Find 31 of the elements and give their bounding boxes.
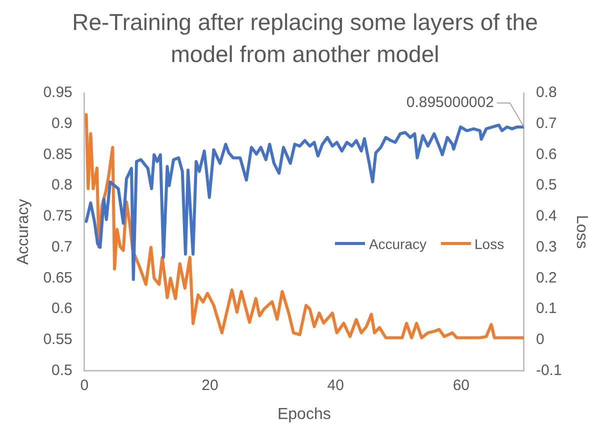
x-tick-label: 40 <box>327 376 344 394</box>
y-tick-label: 0.8 <box>52 176 72 194</box>
y-tick-label: 0.6 <box>52 300 72 318</box>
x-tick-label: 20 <box>202 376 218 394</box>
annotation: 0.895000002 <box>406 94 494 112</box>
y-tick-label: 0.55 <box>43 331 72 348</box>
y-tick-label: 0.65 <box>43 269 72 286</box>
y2-tick-label: 0.6 <box>536 146 557 163</box>
y-axis-title: Accuracy <box>15 199 32 265</box>
y2-tick-label: 0.5 <box>536 176 557 194</box>
x-axis-title: Epochs <box>277 406 331 423</box>
y-tick-label: 0.7 <box>52 238 72 256</box>
y-tick-label: 0.5 <box>52 362 72 379</box>
y2-tick-label: -0.1 <box>536 362 562 379</box>
y2-tick-label: 0.2 <box>536 269 557 286</box>
y2-tick-label: 0.7 <box>536 115 557 132</box>
y-tick-label: 0.95 <box>43 84 72 102</box>
legend-label: Accuracy <box>368 236 427 252</box>
y2-tick-label: 0.3 <box>536 238 557 256</box>
chart-title: Re-Training after replacing some layers of the model from another model <box>71 8 539 69</box>
y-tick-label: 0.9 <box>52 115 72 132</box>
y2-tick-label: 0.1 <box>536 300 557 318</box>
y2-tick-label: 0.8 <box>536 84 557 102</box>
y-tick-label: 0.85 <box>43 146 72 163</box>
legend-label: Loss <box>474 236 504 252</box>
y2-tick-label: 0 <box>536 331 544 348</box>
y2-tick-label: 0.4 <box>536 208 557 225</box>
x-tick-label: 0 <box>80 376 89 394</box>
y2-axis-title: Loss <box>572 215 590 249</box>
y-tick-label: 0.75 <box>43 208 72 225</box>
x-tick-label: 60 <box>452 376 470 394</box>
